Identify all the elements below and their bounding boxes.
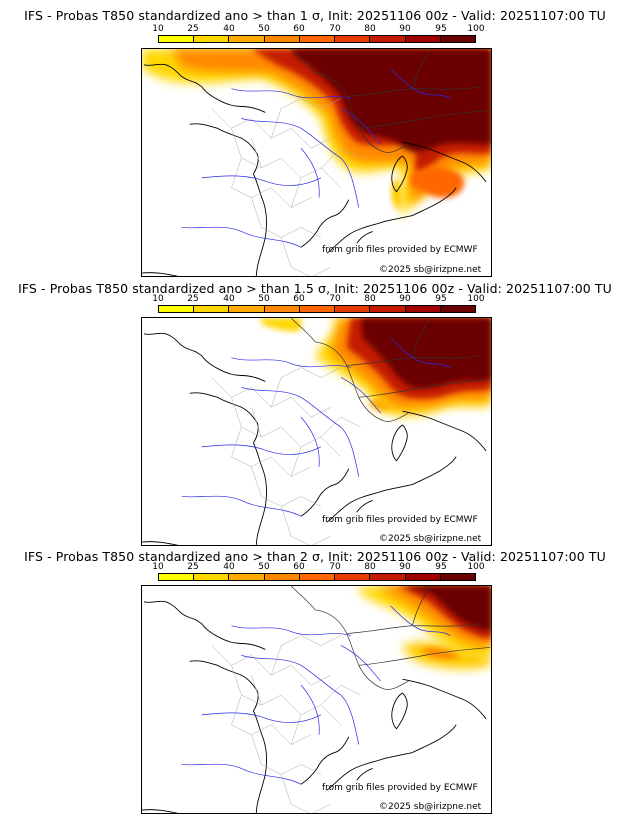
colorbar-segment — [335, 36, 371, 42]
probability-shading — [358, 586, 491, 670]
colorbar-tick: 80 — [364, 562, 376, 572]
source-credit: from grib files provided by ECMWF — [322, 245, 478, 255]
colorbar-segment — [159, 36, 195, 42]
colorbar-segment — [335, 574, 371, 580]
colorbar-segment — [229, 36, 265, 42]
colorbar-segment — [299, 306, 336, 312]
copyright: ©2025 sb@irizpne.net — [379, 265, 482, 275]
colorbar-segment — [264, 574, 300, 580]
colorbar-segment — [159, 574, 195, 580]
colorbar-tick: 10 — [152, 24, 164, 34]
colorbar-tick: 100 — [467, 562, 485, 572]
colorbar-tick: 95 — [435, 24, 447, 34]
map-panel-3: from grib files provided by ECMWF ©2025 … — [141, 585, 492, 814]
colorbar-ticks: 10 25 40 50 60 70 80 90 95 100 — [0, 24, 630, 36]
colorbar-segment — [440, 574, 475, 580]
colorbar-tick: 25 — [187, 562, 199, 572]
colorbar-segment — [370, 306, 406, 312]
colorbar-segment — [405, 36, 441, 42]
colorbar-tick: 95 — [435, 294, 447, 304]
colorbar-tick: 90 — [399, 24, 411, 34]
colorbar-tick: 50 — [258, 24, 270, 34]
colorbar-tick: 95 — [435, 562, 447, 572]
colorbar-segment — [440, 36, 475, 42]
colorbar — [158, 305, 476, 313]
colorbar-tick: 80 — [364, 24, 376, 34]
colorbar-segment — [229, 306, 265, 312]
colorbar-tick: 25 — [187, 24, 199, 34]
source-credit: from grib files provided by ECMWF — [322, 515, 478, 525]
colorbar-tick: 90 — [399, 294, 411, 304]
map-panel-2: from grib files provided by ECMWF ©2025 … — [141, 317, 492, 546]
colorbar-tick: 40 — [223, 24, 235, 34]
colorbar-tick: 70 — [329, 294, 341, 304]
probability-shading — [142, 49, 491, 218]
colorbar-ticks: 10 25 40 50 60 70 80 90 95 100 — [0, 294, 630, 306]
colorbar-segment — [299, 36, 336, 42]
colorbar-segment — [335, 306, 371, 312]
colorbar-segment — [299, 574, 336, 580]
colorbar-tick: 70 — [329, 24, 341, 34]
panel-title: IFS - Probas T850 standardized ano > tha… — [24, 549, 606, 564]
copyright: ©2025 sb@irizpne.net — [379, 802, 482, 812]
colorbar — [158, 35, 476, 43]
probability-shading — [261, 318, 491, 416]
panel-1: IFS - Probas T850 standardized ano > tha… — [0, 0, 630, 277]
colorbar-segment — [264, 306, 300, 312]
colorbar-tick: 80 — [364, 294, 376, 304]
colorbar-segment — [194, 574, 230, 580]
colorbar-tick: 100 — [467, 294, 485, 304]
panel-3: IFS - Probas T850 standardized ano > tha… — [0, 546, 630, 822]
panel-2: IFS - Probas T850 standardized ano > tha… — [0, 276, 630, 552]
copyright: ©2025 sb@irizpne.net — [379, 534, 482, 544]
colorbar-tick: 25 — [187, 294, 199, 304]
colorbar-segment — [440, 306, 475, 312]
colorbar-tick: 60 — [293, 24, 305, 34]
colorbar — [158, 573, 476, 581]
panel-title: IFS - Probas T850 standardized ano > tha… — [24, 8, 606, 23]
colorbar-tick: 100 — [467, 24, 485, 34]
colorbar-tick: 40 — [223, 294, 235, 304]
colorbar-segment — [229, 574, 265, 580]
colorbar-tick: 10 — [152, 562, 164, 572]
panel-title: IFS - Probas T850 standardized ano > tha… — [18, 281, 612, 296]
colorbar-ticks: 10 25 40 50 60 70 80 90 95 100 — [0, 562, 630, 574]
colorbar-segment — [159, 306, 195, 312]
colorbar-tick: 60 — [293, 562, 305, 572]
map-panel-1: from grib files provided by ECMWF ©2025 … — [141, 48, 492, 277]
colorbar-tick: 50 — [258, 562, 270, 572]
colorbar-tick: 10 — [152, 294, 164, 304]
colorbar-segment — [370, 574, 406, 580]
colorbar-tick: 60 — [293, 294, 305, 304]
colorbar-segment — [264, 36, 300, 42]
colorbar-tick: 70 — [329, 562, 341, 572]
colorbar-segment — [194, 36, 230, 42]
source-credit: from grib files provided by ECMWF — [322, 783, 478, 793]
colorbar-segment — [405, 306, 441, 312]
colorbar-segment — [405, 574, 441, 580]
colorbar-tick: 50 — [258, 294, 270, 304]
colorbar-tick: 90 — [399, 562, 411, 572]
colorbar-segment — [194, 306, 230, 312]
colorbar-tick: 40 — [223, 562, 235, 572]
colorbar-segment — [370, 36, 406, 42]
